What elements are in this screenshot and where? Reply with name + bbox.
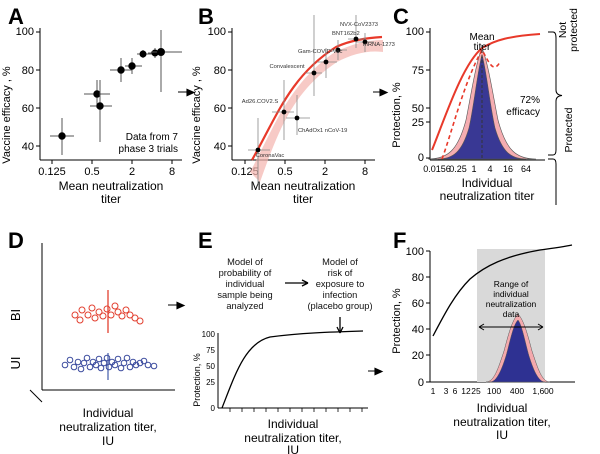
svg-text:0.125: 0.125 xyxy=(38,166,66,178)
svg-text:80: 80 xyxy=(22,65,34,77)
svg-text:25: 25 xyxy=(471,386,481,396)
svg-text:data: data xyxy=(503,309,520,319)
svg-text:infection: infection xyxy=(323,290,358,300)
svg-text:titer: titer xyxy=(293,192,313,205)
svg-text:12: 12 xyxy=(461,386,471,396)
svg-text:protected: protected xyxy=(568,8,580,52)
svg-text:Mean neutralization: Mean neutralization xyxy=(251,179,356,193)
svg-text:probability of: probability of xyxy=(219,268,272,278)
svg-text:sample being: sample being xyxy=(217,290,272,300)
svg-text:Protected: Protected xyxy=(563,107,575,152)
svg-text:0.5: 0.5 xyxy=(277,166,292,178)
svg-text:1,600: 1,600 xyxy=(532,386,554,396)
svg-text:0.25: 0.25 xyxy=(449,164,467,174)
svg-text:Protection, %: Protection, % xyxy=(192,353,202,407)
svg-text:60: 60 xyxy=(412,298,424,310)
svg-text:IU: IU xyxy=(102,434,114,448)
svg-text:16: 16 xyxy=(503,164,513,174)
svg-text:Ad26.COV2.S: Ad26.COV2.S xyxy=(242,99,279,105)
svg-text:2: 2 xyxy=(129,166,135,178)
svg-text:40: 40 xyxy=(22,141,34,153)
svg-text:50: 50 xyxy=(206,362,215,371)
svg-text:individual: individual xyxy=(226,279,265,289)
svg-text:Gam-COVID-Vac: Gam-COVID-Vac xyxy=(298,49,342,55)
svg-text:75: 75 xyxy=(206,346,215,355)
svg-text:100: 100 xyxy=(406,246,424,258)
svg-text:100: 100 xyxy=(406,26,424,38)
svg-text:72%: 72% xyxy=(520,95,540,106)
svg-text:risk of: risk of xyxy=(328,268,353,278)
svg-text:40: 40 xyxy=(412,324,424,336)
svg-text:80: 80 xyxy=(412,272,424,284)
svg-text:8: 8 xyxy=(362,166,368,178)
svg-text:3: 3 xyxy=(444,386,449,396)
svg-text:Model of: Model of xyxy=(227,257,263,267)
svg-text:titer: titer xyxy=(101,192,121,205)
svg-text:50: 50 xyxy=(412,103,424,115)
svg-text:40: 40 xyxy=(214,141,226,153)
svg-text:Vaccine efficacy , %: Vaccine efficacy , % xyxy=(1,66,13,164)
svg-text:neutralization: neutralization xyxy=(486,299,537,309)
svg-text:25: 25 xyxy=(412,117,424,129)
svg-text:Model of: Model of xyxy=(322,257,358,267)
svg-text:neutralization titer,: neutralization titer, xyxy=(453,415,550,429)
svg-text:100: 100 xyxy=(16,26,34,38)
svg-text:0: 0 xyxy=(211,404,216,413)
svg-text:25: 25 xyxy=(206,378,215,387)
svg-text:BNT162b2: BNT162b2 xyxy=(332,31,360,37)
svg-text:Protection, %: Protection, % xyxy=(391,288,403,354)
svg-text:80: 80 xyxy=(214,65,226,77)
svg-text:Individual: Individual xyxy=(477,401,528,415)
svg-text:NVX-CoV2373: NVX-CoV2373 xyxy=(340,22,378,28)
svg-text:Range of: Range of xyxy=(494,279,529,289)
svg-text:Vaccine efficacy , %: Vaccine efficacy , % xyxy=(191,66,203,164)
svg-text:(placebo group): (placebo group) xyxy=(307,301,372,311)
svg-text:Protection, %: Protection, % xyxy=(391,82,403,148)
svg-text:BI: BI xyxy=(8,309,23,321)
svg-text:60: 60 xyxy=(22,103,34,115)
svg-text:6: 6 xyxy=(453,386,458,396)
svg-text:Individual: Individual xyxy=(83,406,134,420)
svg-text:UI: UI xyxy=(8,357,23,370)
svg-text:60: 60 xyxy=(214,103,226,115)
svg-text:75: 75 xyxy=(412,65,424,77)
svg-text:1: 1 xyxy=(471,164,476,174)
svg-text:analyzed: analyzed xyxy=(226,301,263,311)
svg-text:0.5: 0.5 xyxy=(84,166,99,178)
svg-text:neutralization titer,: neutralization titer, xyxy=(59,420,156,434)
svg-text:8: 8 xyxy=(169,166,175,178)
svg-text:Mean neutralization: Mean neutralization xyxy=(59,179,164,193)
svg-text:64: 64 xyxy=(521,164,531,174)
svg-text:1: 1 xyxy=(431,386,436,396)
svg-text:2: 2 xyxy=(322,166,328,178)
svg-text:Individual: Individual xyxy=(268,417,319,431)
svg-text:0: 0 xyxy=(418,377,424,389)
svg-text:100: 100 xyxy=(202,330,216,339)
svg-text:phase 3 trials: phase 3 trials xyxy=(119,144,178,155)
svg-text:0: 0 xyxy=(418,152,424,164)
svg-text:100: 100 xyxy=(487,386,501,396)
svg-text:20: 20 xyxy=(412,350,424,362)
svg-text:Individual: Individual xyxy=(462,176,513,190)
svg-text:400: 400 xyxy=(510,386,524,396)
svg-text:neutralization titer: neutralization titer xyxy=(440,189,535,203)
svg-text:exposure to: exposure to xyxy=(316,279,365,289)
svg-text:Data from 7: Data from 7 xyxy=(126,132,179,143)
svg-text:ChAdOx1 nCoV-19: ChAdOx1 nCoV-19 xyxy=(298,128,347,134)
svg-text:Convalescent: Convalescent xyxy=(269,64,305,70)
svg-text:100: 100 xyxy=(208,26,226,38)
svg-text:individual: individual xyxy=(493,289,529,299)
svg-text:IU: IU xyxy=(496,428,508,442)
svg-text:efficacy: efficacy xyxy=(506,107,540,118)
svg-text:0.0156: 0.0156 xyxy=(423,164,451,174)
svg-text:CoronaVac: CoronaVac xyxy=(256,153,285,159)
svg-text:4: 4 xyxy=(487,164,492,174)
svg-text:IU: IU xyxy=(287,443,299,454)
svg-text:titer: titer xyxy=(474,42,491,53)
